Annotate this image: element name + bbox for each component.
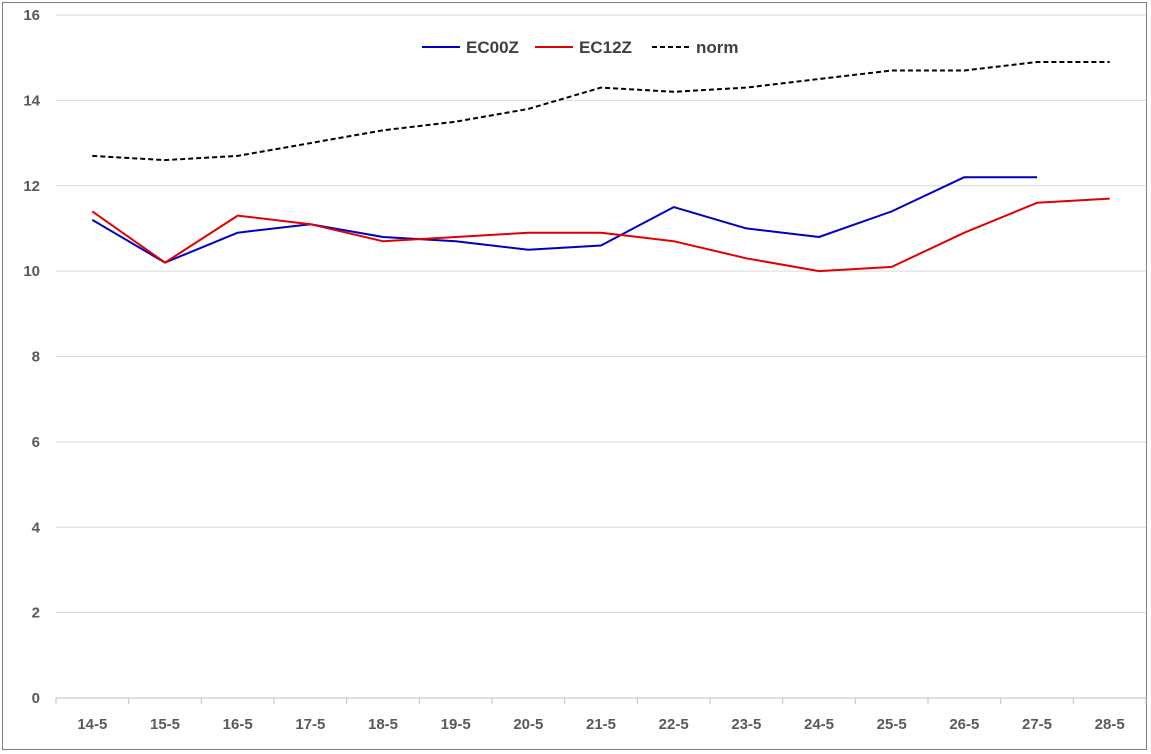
x-tick-label: 21-5 <box>586 716 616 733</box>
y-tick-label: 4 <box>32 519 41 536</box>
series-line-ec00z <box>91 176 1037 264</box>
y-tick-label: 8 <box>32 349 40 366</box>
x-tick-label: 28-5 <box>1095 716 1125 733</box>
x-tick-label: 22-5 <box>659 716 689 733</box>
x-tick-label: 15-5 <box>150 716 180 733</box>
y-tick-label: 14 <box>23 92 40 109</box>
x-tick-label: 19-5 <box>441 716 471 733</box>
x-tick-label: 27-5 <box>1022 716 1052 733</box>
x-tick-label: 17-5 <box>295 716 325 733</box>
legend-label-norm: norm <box>696 38 739 57</box>
x-tick-label: 24-5 <box>804 716 834 733</box>
series-line-norm <box>92 61 1110 162</box>
legend: EC00Z EC12Z norm <box>422 38 739 57</box>
axes: 0 2 4 6 8 10 12 14 16 14-5 15-5 16-5 17-5 18-5 19-5 20-… <box>23 7 1147 733</box>
x-tick-label: 18-5 <box>368 716 398 733</box>
y-tick-label: 10 <box>23 263 40 280</box>
line-chart: 0 2 4 6 8 10 12 14 16 14-5 15-5 16-5 17-5 18-5 19-5 20-… <box>23 7 1147 733</box>
y-tick-label: 12 <box>23 178 40 195</box>
series <box>91 61 1110 273</box>
x-tick-label: 25-5 <box>877 716 907 733</box>
y-tick-label: 6 <box>32 434 40 451</box>
x-tick-label: 16-5 <box>223 716 253 733</box>
series-line-ec12z <box>91 197 1110 273</box>
legend-label-ec12z: EC12Z <box>579 38 632 57</box>
y-tick-label: 0 <box>32 690 40 707</box>
x-tick-label: 20-5 <box>513 716 543 733</box>
legend-label-ec00z: EC00Z <box>466 38 519 57</box>
x-tick-label: 14-5 <box>77 716 107 733</box>
grid <box>56 14 1146 614</box>
x-tick-label: 26-5 <box>949 716 979 733</box>
x-tick-label: 23-5 <box>731 716 761 733</box>
y-tick-label: 16 <box>23 7 40 24</box>
y-tick-label: 2 <box>32 605 40 622</box>
